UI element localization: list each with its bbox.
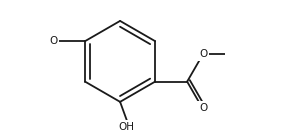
Text: O: O (199, 49, 207, 59)
Text: O: O (199, 103, 207, 113)
Text: O: O (49, 36, 57, 46)
Text: OH: OH (119, 122, 135, 132)
